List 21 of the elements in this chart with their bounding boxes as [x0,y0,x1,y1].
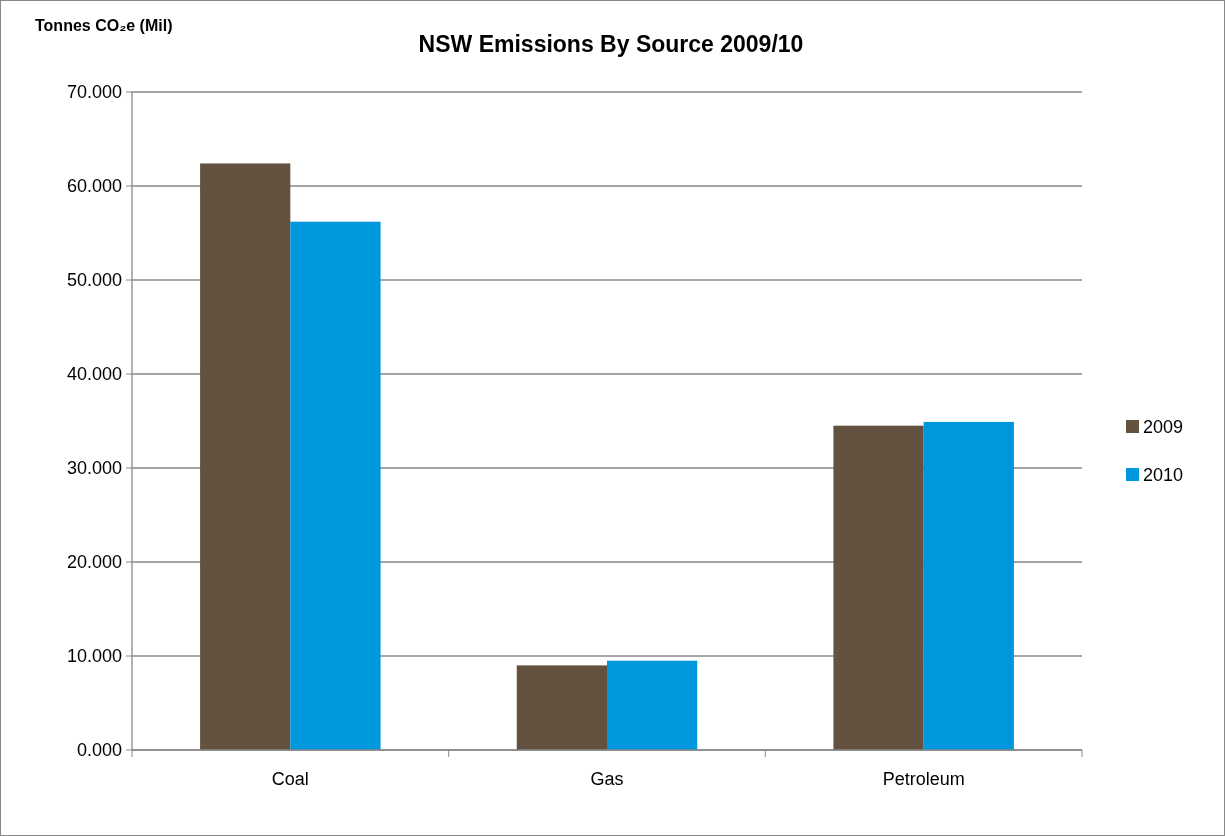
y-axis-title: Tonnes CO₂e (Mil) [35,17,173,34]
chart-title: NSW Emissions By Source 2009/10 [418,31,804,57]
y-tick-label: 20.000 [66,552,122,573]
x-tick-label: Coal [271,769,309,789]
legend-label: 2010 [1143,465,1184,486]
y-tick-label: 30.000 [66,458,122,479]
bar [290,221,381,750]
x-tick-label: Petroleum [882,769,965,789]
y-tick-label: 60.000 [66,176,122,197]
y-tick-label: 50.000 [66,270,122,291]
y-tick-label: 70.000 [66,82,122,103]
bar [200,163,291,750]
bar [923,421,1014,750]
x-tick-label: Gas [590,769,624,789]
y-tick-label: 10.000 [66,646,122,667]
y-tick-label: 0.000 [76,740,122,761]
legend-label: 2009 [1143,417,1184,438]
bar [607,660,698,750]
bar [833,425,924,750]
y-tick-label: 40.000 [66,364,122,385]
bar [516,665,607,750]
